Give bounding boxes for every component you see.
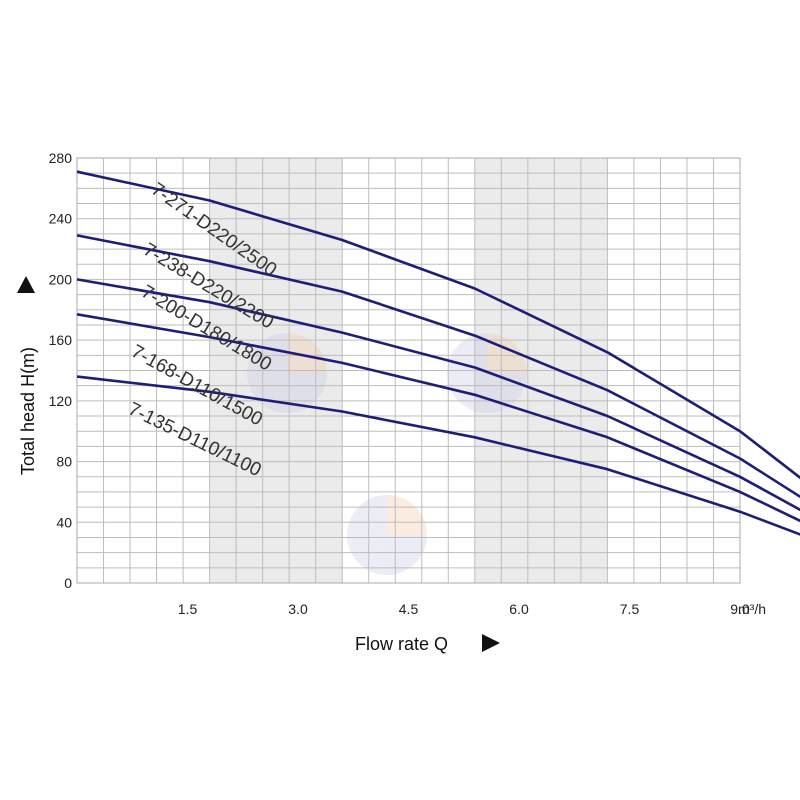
grid xyxy=(76,157,741,584)
x-unit-label: m³/h xyxy=(738,601,766,617)
x-tick-label: 1.5 xyxy=(178,601,198,617)
x-axis-arrow-icon xyxy=(482,634,500,652)
y-tick-label: 40 xyxy=(56,514,72,530)
series-curve xyxy=(76,313,800,523)
y-axis-arrow-icon xyxy=(17,276,35,293)
series-curve xyxy=(76,234,800,499)
plot-border xyxy=(76,157,741,584)
y-axis-title: Total head H(m) xyxy=(18,347,38,475)
x-tick-label: 9.0 xyxy=(730,601,750,617)
y-tick-label: 0 xyxy=(64,575,72,591)
series-curves xyxy=(76,170,800,536)
y-tick-label: 120 xyxy=(49,393,73,409)
y-tick-labels: 0 40 80 120 160 200 240 280 xyxy=(49,150,73,591)
series-curve xyxy=(76,278,800,512)
y-tick-label: 160 xyxy=(49,332,73,348)
y-tick-label: 80 xyxy=(56,454,72,470)
x-axis-title: Flow rate Q xyxy=(355,634,448,654)
x-tick-label: 7.5 xyxy=(620,601,640,617)
series-curve xyxy=(76,375,800,536)
x-tick-labels: 1.5 3.0 4.5 6.0 7.5 9.0 xyxy=(178,601,750,617)
series-curve xyxy=(76,170,800,480)
y-tick-label: 240 xyxy=(49,211,73,227)
y-tick-label: 280 xyxy=(49,150,73,166)
y-tick-label: 200 xyxy=(49,271,73,287)
x-tick-label: 3.0 xyxy=(288,601,308,617)
x-tick-label: 6.0 xyxy=(509,601,529,617)
x-tick-label: 4.5 xyxy=(399,601,419,617)
